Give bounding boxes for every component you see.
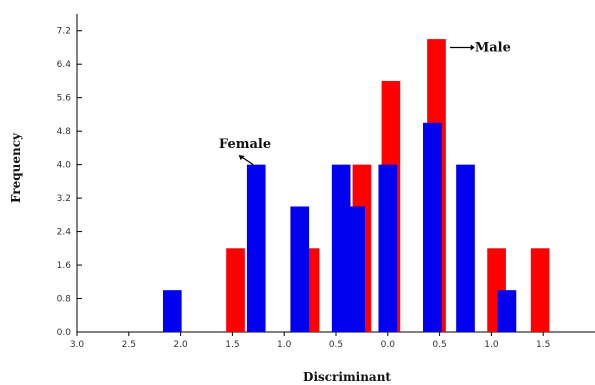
female-arrow-head: [238, 155, 245, 161]
female-bar: [246, 164, 266, 332]
annotations: Male Female: [219, 40, 511, 166]
x-tick-label: 1.0: [277, 340, 292, 350]
y-axis-label: Frequency: [9, 132, 23, 203]
female-bar: [346, 206, 366, 332]
x-tick-label: 0.0: [381, 340, 396, 350]
bars: [162, 39, 550, 333]
male-arrow-head: [470, 44, 475, 51]
female-bar: [456, 164, 475, 332]
female-annotation: Female: [219, 137, 271, 152]
y-tick-label: 5.6: [57, 94, 72, 104]
female-bar: [290, 206, 310, 332]
x-tick-label: 2.5: [122, 340, 136, 350]
y-tick-label: 1.6: [57, 261, 72, 271]
y-tick-label: 7.2: [57, 27, 71, 37]
male-annotation: Male: [475, 40, 511, 55]
female-bar: [423, 122, 442, 332]
y-tick-label: 4.0: [57, 161, 72, 171]
x-axis-label: Discriminant: [303, 370, 391, 384]
x-tick-label: 2.0: [173, 340, 188, 350]
female-bar: [378, 164, 398, 332]
y-tick-label: 0.8: [57, 295, 72, 305]
female-bar: [331, 164, 351, 332]
y-tick-label: 2.4: [57, 228, 72, 238]
y-tick-label: 6.4: [57, 60, 72, 70]
y-tick-label: 3.2: [57, 194, 71, 204]
y-tick-label: 0.0: [57, 328, 72, 338]
x-tick-label: 1.5: [536, 340, 550, 350]
male-bar: [226, 248, 245, 332]
axes: 0.0 0.8 1.6 2.4 3.2 4.0 4.8 5.6 6.4 7.2 3.0 2.5 2.0 1…: [57, 14, 595, 350]
x-tick-label: 0.5: [329, 340, 343, 350]
female-bar: [162, 290, 182, 332]
x-tick-label: 0.5: [432, 340, 446, 350]
female-bar: [497, 290, 517, 332]
x-tick-label: 1.5: [225, 340, 239, 350]
x-tick-label: 3.0: [70, 340, 85, 350]
x-tick-label: 1.0: [484, 340, 499, 350]
male-bar: [530, 248, 550, 332]
y-tick-label: 4.8: [57, 127, 72, 137]
